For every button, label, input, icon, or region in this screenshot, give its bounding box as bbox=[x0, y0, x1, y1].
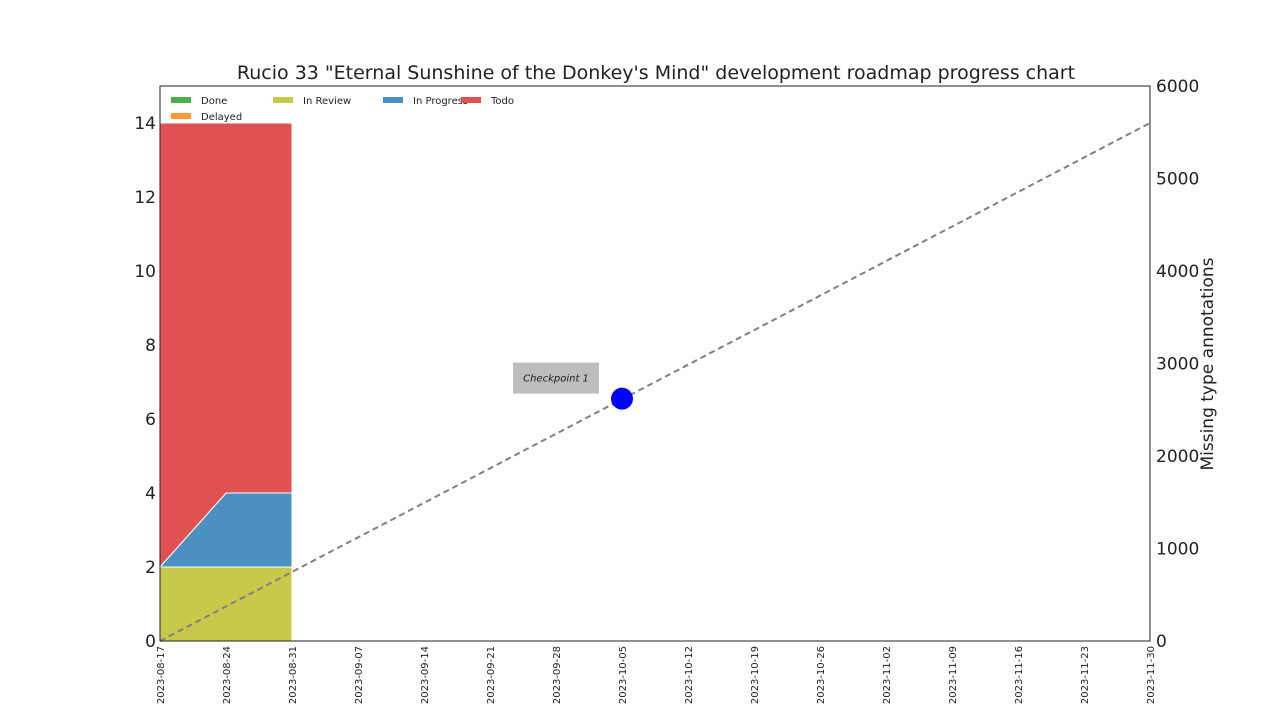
y2-axis-label: Missing type annotations bbox=[1198, 257, 1218, 470]
plot-frame bbox=[159, 85, 1151, 642]
x-tick-label: 2023-08-17 bbox=[156, 646, 167, 704]
x-tick-label: 2023-10-12 bbox=[684, 646, 695, 704]
y2-tick-label: 5000 bbox=[1156, 170, 1199, 190]
y2-tick-label: 0 bbox=[1156, 632, 1167, 652]
stacked-area-series bbox=[158, 122, 293, 642]
x-tick-label: 2023-08-24 bbox=[222, 646, 233, 704]
legend-swatch bbox=[171, 113, 191, 119]
x-tick-label: 2023-11-02 bbox=[882, 646, 893, 704]
x-tick-label: 2023-09-21 bbox=[486, 646, 497, 704]
checkpoint-label-box bbox=[513, 362, 599, 394]
trend-line-group bbox=[159, 122, 1151, 642]
legend-swatch bbox=[171, 97, 191, 103]
legend-label: In Progress bbox=[413, 96, 468, 107]
y-tick-label: 8 bbox=[145, 336, 156, 356]
legend-swatch bbox=[273, 97, 293, 103]
legend: Done In Review In Progress Todo Delayed bbox=[171, 96, 514, 123]
legend-swatch bbox=[461, 97, 481, 103]
checkpoint-label: Checkpoint 1 bbox=[523, 374, 589, 385]
checkpoint-annotation: Checkpoint 1 bbox=[513, 362, 633, 410]
legend-swatch bbox=[383, 97, 403, 103]
x-axis: 2023-08-17 2023-08-24 2023-08-31 2023-09-07… bbox=[156, 646, 1157, 704]
y2-tick-label: 1000 bbox=[1156, 540, 1199, 560]
x-tick-label: 2023-09-28 bbox=[552, 646, 563, 704]
trend-line bbox=[159, 122, 1151, 642]
y2-tick-label: 4000 bbox=[1156, 262, 1199, 282]
y-tick-label: 12 bbox=[134, 188, 156, 208]
y2-tick-label: 2000 bbox=[1156, 447, 1199, 467]
legend-label: Done bbox=[201, 96, 227, 107]
x-tick-label: 2023-10-19 bbox=[750, 646, 761, 704]
x-tick-label: 2023-09-07 bbox=[354, 646, 365, 704]
x-tick-label: 2023-09-14 bbox=[420, 646, 431, 704]
y-axis-right: 0 1000 2000 3000 4000 5000 6000 bbox=[1156, 77, 1199, 652]
checkpoint-marker bbox=[611, 387, 633, 410]
y-tick-label: 14 bbox=[134, 114, 156, 134]
chart-title: Rucio 33 "Eternal Sunshine of the Donkey… bbox=[237, 62, 1075, 84]
legend-label: Todo bbox=[490, 96, 514, 107]
x-tick-label: 2023-10-05 bbox=[618, 646, 629, 704]
y-tick-label: 6 bbox=[145, 410, 156, 430]
y2-tick-label: 6000 bbox=[1156, 77, 1199, 97]
y-tick-label: 2 bbox=[145, 558, 156, 578]
x-tick-label: 2023-11-30 bbox=[1146, 646, 1157, 704]
y-tick-label: 4 bbox=[145, 484, 156, 504]
x-tick-label: 2023-11-23 bbox=[1080, 646, 1091, 704]
y-tick-label: 10 bbox=[134, 262, 156, 282]
x-tick-label: 2023-11-09 bbox=[948, 646, 959, 704]
x-tick-label: 2023-08-31 bbox=[288, 646, 299, 704]
y2-tick-label: 3000 bbox=[1156, 355, 1199, 375]
legend-label: Delayed bbox=[201, 112, 242, 123]
x-tick-label: 2023-10-26 bbox=[816, 646, 827, 704]
y-axis-left: 0 2 4 6 8 10 12 14 bbox=[134, 114, 156, 652]
legend-label: In Review bbox=[303, 96, 351, 107]
y-tick-label: 0 bbox=[145, 632, 156, 652]
x-tick-label: 2023-11-16 bbox=[1014, 646, 1025, 704]
